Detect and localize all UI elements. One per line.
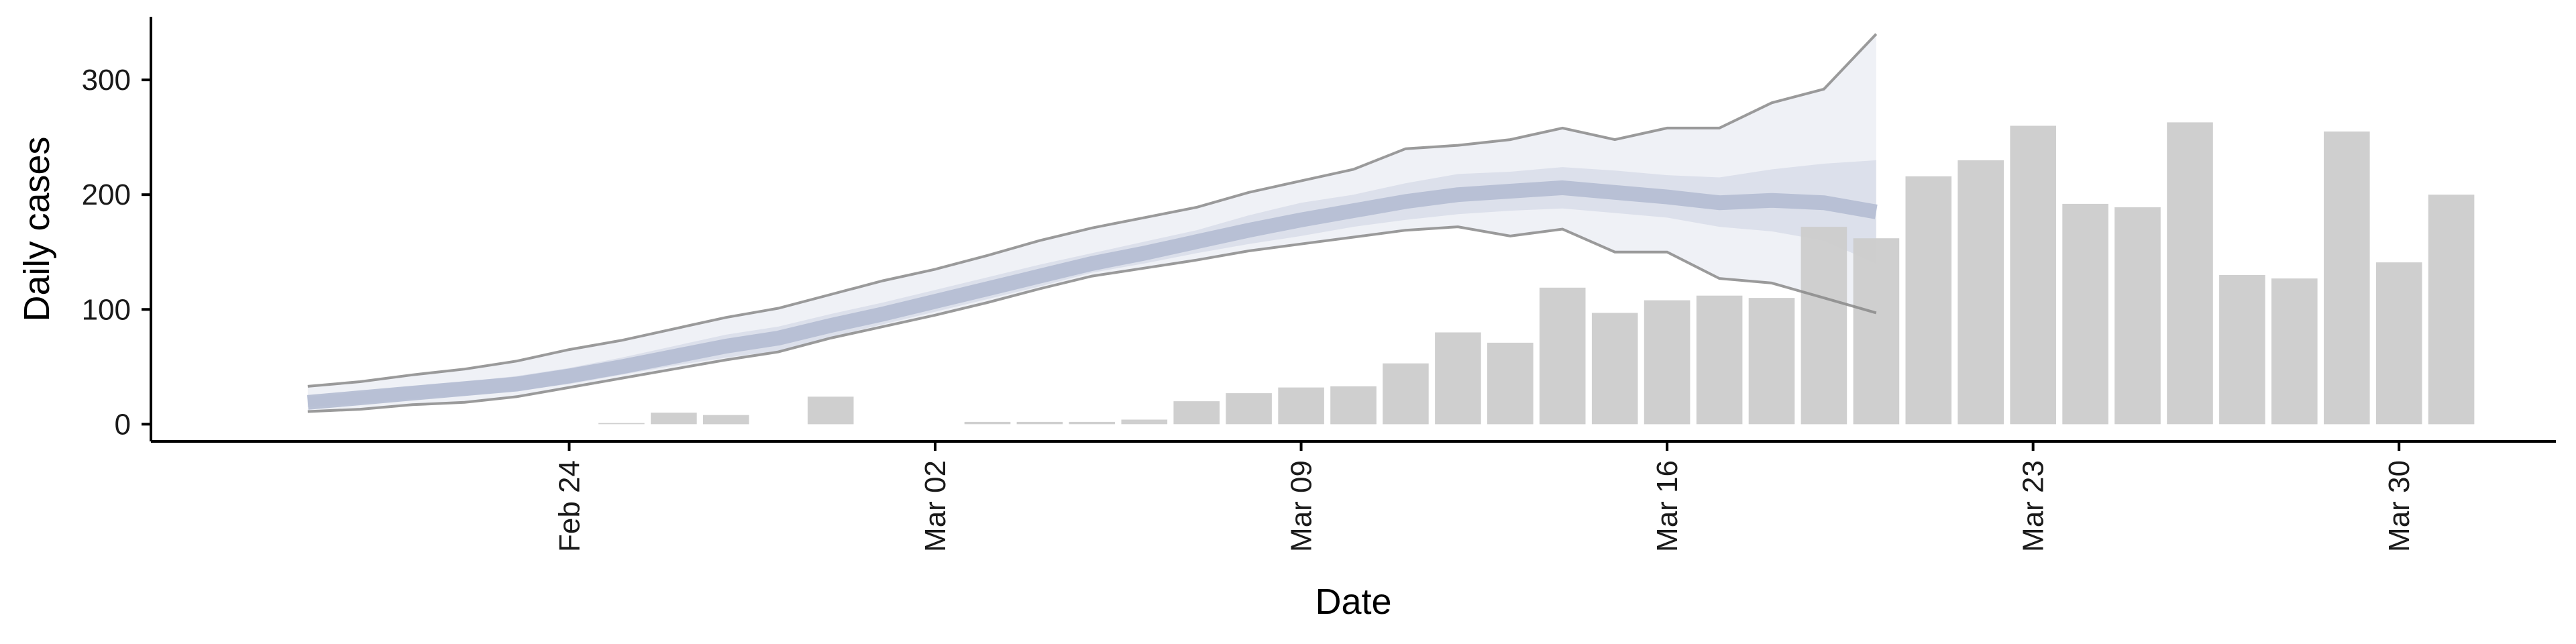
bar — [1435, 332, 1481, 425]
y-tick-label: 0 — [115, 408, 131, 441]
bar — [1539, 287, 1586, 425]
bar — [1905, 176, 1952, 425]
bar — [2324, 131, 2370, 425]
y-axis-title: Daily cases — [17, 136, 57, 321]
bar — [1016, 421, 1063, 425]
y-tick-label: 300 — [82, 64, 131, 97]
bar — [2010, 125, 2056, 425]
y-tick-label: 200 — [82, 178, 131, 211]
x-tick-label: Mar 30 — [2383, 460, 2416, 552]
bar — [1853, 238, 1900, 425]
bar — [1487, 342, 1534, 425]
x-tick-label: Mar 02 — [919, 460, 952, 552]
bar — [1121, 419, 1168, 425]
bar — [598, 423, 645, 425]
outer-interval-band — [307, 34, 1876, 412]
x-tick-label: Mar 16 — [1651, 460, 1684, 552]
bar — [1957, 160, 2004, 425]
bar — [1801, 227, 1847, 425]
estimate-lines — [307, 33, 1878, 413]
x-tick-label: Mar 09 — [1285, 460, 1318, 552]
x-axis-title: Date — [1315, 582, 1391, 622]
y-tick-label: 100 — [82, 293, 131, 326]
bar-series — [598, 122, 2475, 425]
bar — [1383, 363, 1429, 425]
bar — [703, 415, 749, 425]
bar — [2375, 262, 2422, 425]
bar — [1330, 386, 1377, 425]
bar — [1226, 393, 1272, 425]
bar — [807, 396, 854, 425]
bar — [2114, 207, 2161, 425]
bar — [2428, 195, 2475, 425]
bar — [2062, 203, 2108, 425]
bar — [2167, 122, 2213, 425]
estimate-bands — [307, 34, 1878, 412]
bar — [2271, 278, 2318, 425]
bar — [2219, 274, 2265, 425]
bar — [1173, 401, 1220, 425]
bar — [1278, 387, 1324, 425]
bar — [1748, 298, 1795, 425]
bar — [651, 413, 697, 425]
bar — [1696, 295, 1743, 425]
x-tick-label: Feb 24 — [553, 460, 586, 552]
median-estimate-line — [307, 180, 1878, 410]
lower-bound-line — [307, 225, 1877, 413]
bar — [1591, 313, 1638, 425]
axes: 0 100 200 300 Feb 24 Mar 02 Mar 09 Mar 16 Mar 23… — [82, 17, 2556, 552]
bar — [1069, 421, 1116, 425]
x-tick-label: Mar 23 — [2017, 460, 2050, 552]
bar — [1644, 300, 1690, 425]
bar — [964, 421, 1011, 425]
upper-bound-line — [307, 33, 1878, 388]
